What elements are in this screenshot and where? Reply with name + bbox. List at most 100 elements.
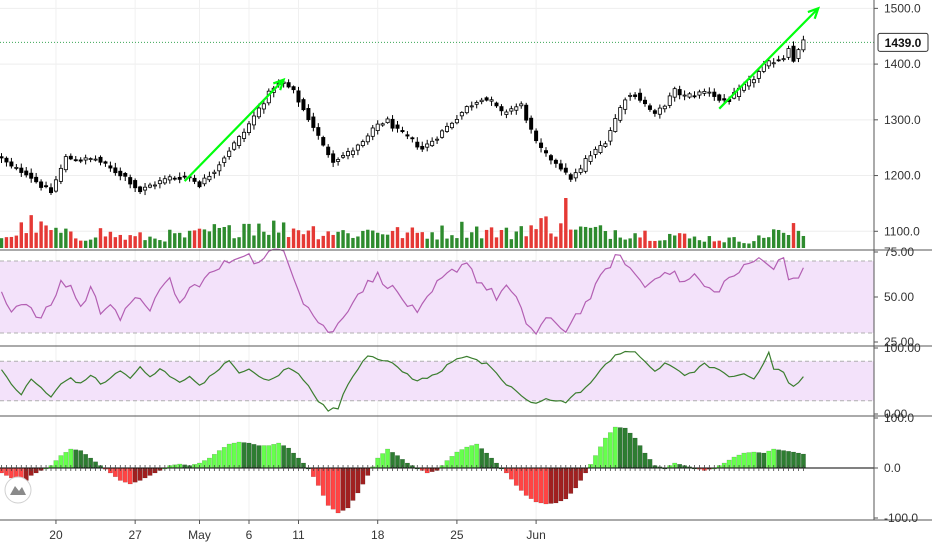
candle[interactable] [73,155,78,162]
candle[interactable] [331,150,336,168]
candle[interactable] [39,179,44,191]
candle[interactable] [306,104,311,122]
candle[interactable] [534,128,539,144]
indicator-line[interactable] [0,248,804,336]
candle[interactable] [638,88,643,103]
candle[interactable] [365,133,370,145]
candle[interactable] [182,171,187,180]
candle[interactable] [138,185,143,195]
candle[interactable] [662,104,667,113]
candle[interactable] [647,103,652,112]
candle[interactable] [207,171,212,183]
candle[interactable] [83,154,88,165]
candle[interactable] [544,147,549,157]
candle[interactable] [400,126,405,134]
candle[interactable] [192,174,197,185]
candle[interactable] [341,152,346,159]
candle[interactable] [128,174,133,189]
candle[interactable] [776,55,781,62]
candle[interactable] [677,85,682,100]
candle[interactable] [118,167,123,181]
candle[interactable] [692,91,697,99]
trend-arrows[interactable] [183,6,821,182]
candle[interactable] [242,128,247,143]
candle[interactable] [108,161,113,172]
trend-arrow[interactable] [718,6,821,110]
candle[interactable] [440,129,445,139]
candle[interactable] [152,181,157,190]
candle[interactable] [405,131,410,140]
candle[interactable] [336,157,341,166]
candle[interactable] [326,144,331,158]
candle[interactable] [563,163,568,175]
candle[interactable] [578,164,583,175]
logo-icon[interactable] [4,476,32,504]
trend-arrow[interactable] [183,77,286,182]
candle[interactable] [44,181,49,189]
candle[interactable] [588,150,593,165]
candle[interactable] [464,105,469,115]
candle[interactable] [633,92,638,100]
candle[interactable] [296,86,301,107]
candle[interactable] [603,141,608,148]
candle[interactable] [202,174,207,187]
candle[interactable] [251,111,256,130]
candle[interactable] [539,138,544,153]
candle[interactable] [697,89,702,99]
candle[interactable] [415,137,420,150]
candle[interactable] [24,167,29,178]
rsi-panel[interactable] [0,248,804,336]
candle[interactable] [484,96,489,102]
candle[interactable] [459,111,464,120]
candle[interactable] [469,101,474,111]
candle[interactable] [123,171,128,182]
candle[interactable] [177,172,182,184]
candle[interactable] [524,102,529,124]
candle[interactable] [657,104,662,119]
candle[interactable] [395,121,400,133]
candle[interactable] [454,115,459,125]
stochastic-panel[interactable] [1,350,804,412]
candle[interactable] [113,162,118,176]
candle[interactable] [712,88,717,101]
candle[interactable] [390,115,395,132]
candle[interactable] [261,101,266,114]
candle[interactable] [672,86,677,102]
candle[interactable] [553,158,558,168]
candle[interactable] [444,122,449,133]
candle[interactable] [143,182,148,196]
candle[interactable] [360,139,365,148]
candle[interactable] [172,176,177,181]
candle[interactable] [246,121,251,136]
candle[interactable] [4,156,9,167]
candle[interactable] [237,134,242,149]
candle[interactable] [63,153,68,173]
candle[interactable] [232,140,237,151]
candle[interactable] [197,180,202,189]
candle[interactable] [499,104,504,116]
candle[interactable] [568,172,573,182]
candle[interactable] [34,172,39,184]
candle[interactable] [548,153,553,165]
candle[interactable] [593,146,598,159]
candle[interactable] [613,114,618,133]
candle[interactable] [702,88,707,97]
candle[interactable] [286,79,291,89]
candle[interactable] [489,96,494,106]
candle[interactable] [167,174,172,184]
candle[interactable] [796,48,801,63]
candle[interactable] [345,147,350,160]
candle[interactable] [430,137,435,147]
candle[interactable] [751,75,756,88]
candle[interactable] [425,139,430,152]
candle[interactable] [222,155,227,167]
candle[interactable] [623,97,628,115]
indicator-line[interactable] [1,350,804,412]
candle[interactable] [519,101,524,109]
candle[interactable] [410,136,415,143]
candle[interactable] [316,123,321,140]
candle[interactable] [291,85,296,94]
candle[interactable] [78,157,83,164]
candle[interactable] [494,101,499,108]
price-candles[interactable] [0,35,806,196]
